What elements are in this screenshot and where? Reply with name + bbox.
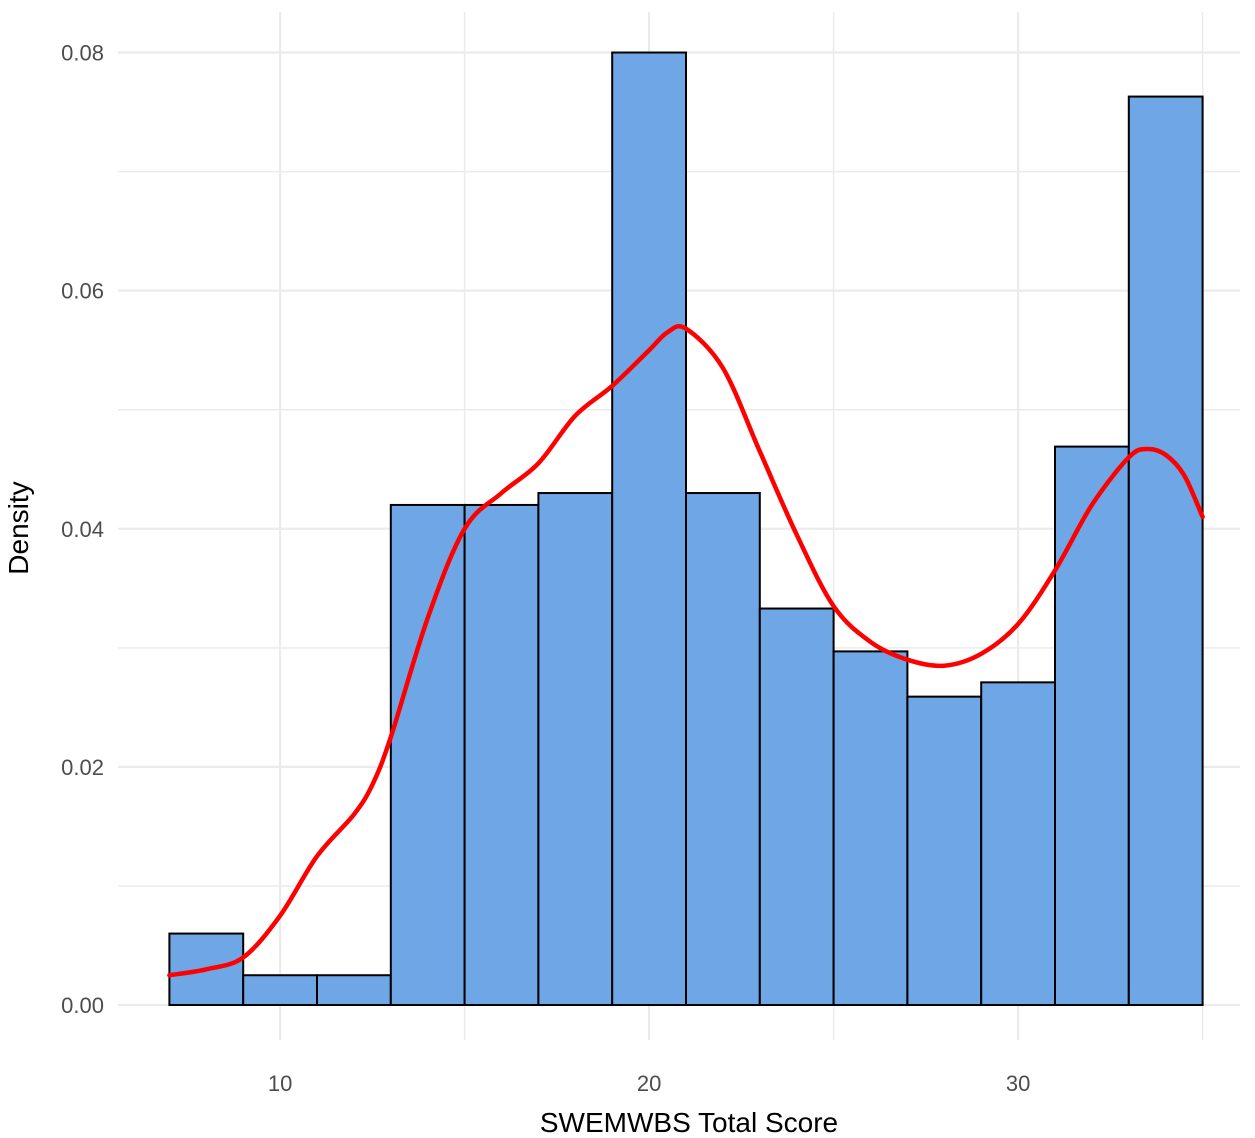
histogram-bar <box>537 492 614 1006</box>
y-tick-label: 0.08 <box>61 41 104 66</box>
density-curve-group <box>167 324 1205 978</box>
x-tick-label: 20 <box>637 1071 661 1096</box>
histogram-bars <box>168 51 1204 1007</box>
histogram-bar <box>1127 95 1204 1006</box>
y-tick-label: 0.06 <box>61 279 104 304</box>
histogram-bar <box>242 974 318 1006</box>
histogram-bar <box>685 492 761 1006</box>
histogram-bar <box>1054 445 1130 1007</box>
y-axis-title: Density <box>3 481 34 574</box>
histogram-bar <box>906 695 983 1006</box>
density-curve <box>167 324 1205 978</box>
histogram-bar <box>316 974 392 1006</box>
y-tick-label: 0.02 <box>61 755 104 780</box>
x-tick-label: 10 <box>268 1071 292 1096</box>
x-axis-title: SWEMWBS Total Score <box>540 1107 838 1138</box>
histogram-bar <box>758 607 835 1006</box>
histogram-bar <box>389 503 466 1006</box>
histogram-bar <box>980 681 1057 1006</box>
x-tick-label: 30 <box>1006 1071 1030 1096</box>
histogram-bar <box>832 650 909 1006</box>
y-tick-label: 0.00 <box>61 993 104 1018</box>
y-axis-tick-labels: 0.00 0.02 0.04 0.06 0.08 <box>61 41 104 1018</box>
histogram-bar <box>463 503 540 1006</box>
histogram-bar <box>611 51 688 1006</box>
x-axis-tick-labels: 10 20 30 <box>268 1071 1030 1096</box>
y-tick-label: 0.04 <box>61 517 104 542</box>
